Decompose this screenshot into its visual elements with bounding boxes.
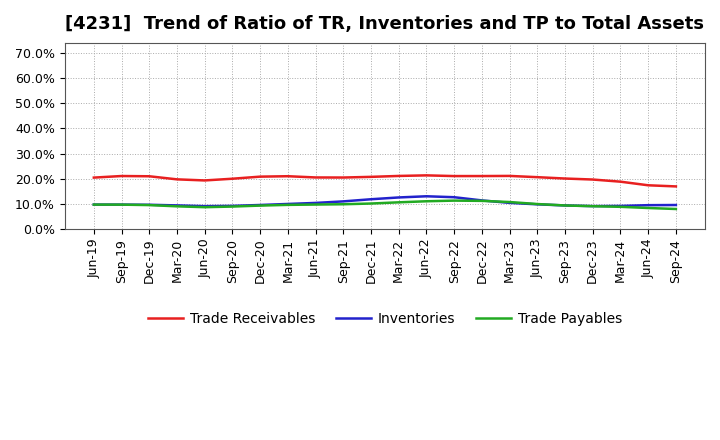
Trade Receivables — [311, 175, 320, 180]
Trade Receivables — [145, 174, 153, 179]
Line: Trade Receivables: Trade Receivables — [94, 176, 676, 187]
Trade Receivables — [644, 183, 652, 188]
Trade Receivables — [117, 173, 126, 179]
Line: Trade Payables: Trade Payables — [94, 201, 676, 209]
Inventories — [477, 198, 486, 203]
Inventories — [284, 202, 292, 207]
Trade Receivables — [505, 173, 514, 179]
Trade Receivables — [339, 175, 348, 180]
Title: [4231]  Trend of Ratio of TR, Inventories and TP to Total Assets: [4231] Trend of Ratio of TR, Inventories… — [66, 15, 704, 33]
Trade Receivables — [284, 173, 292, 179]
Trade Payables — [173, 204, 181, 209]
Trade Payables — [228, 204, 237, 209]
Inventories — [644, 202, 652, 208]
Trade Receivables — [89, 175, 98, 180]
Trade Receivables — [450, 173, 459, 179]
Inventories — [256, 202, 264, 208]
Inventories — [450, 194, 459, 200]
Trade Receivables — [395, 173, 403, 179]
Inventories — [672, 202, 680, 208]
Inventories — [173, 203, 181, 208]
Trade Payables — [588, 204, 597, 209]
Trade Payables — [422, 198, 431, 204]
Trade Payables — [477, 198, 486, 204]
Trade Payables — [117, 202, 126, 207]
Trade Payables — [672, 206, 680, 212]
Inventories — [228, 203, 237, 209]
Inventories — [616, 203, 625, 209]
Trade Payables — [450, 198, 459, 203]
Legend: Trade Receivables, Inventories, Trade Payables: Trade Receivables, Inventories, Trade Pa… — [143, 307, 627, 332]
Trade Payables — [366, 201, 375, 206]
Trade Receivables — [422, 173, 431, 178]
Line: Inventories: Inventories — [94, 196, 676, 206]
Inventories — [311, 200, 320, 205]
Trade Payables — [533, 202, 541, 207]
Trade Payables — [89, 202, 98, 207]
Trade Payables — [145, 202, 153, 208]
Trade Payables — [284, 202, 292, 208]
Inventories — [422, 194, 431, 199]
Trade Payables — [339, 202, 348, 207]
Trade Receivables — [533, 175, 541, 180]
Trade Receivables — [477, 173, 486, 179]
Trade Receivables — [672, 184, 680, 189]
Trade Receivables — [228, 176, 237, 181]
Trade Payables — [561, 203, 570, 208]
Inventories — [200, 204, 209, 209]
Trade Payables — [200, 205, 209, 210]
Inventories — [561, 203, 570, 208]
Inventories — [533, 202, 541, 207]
Inventories — [505, 200, 514, 205]
Inventories — [89, 202, 98, 207]
Trade Payables — [311, 202, 320, 207]
Inventories — [117, 202, 126, 207]
Trade Receivables — [588, 177, 597, 182]
Trade Payables — [505, 199, 514, 205]
Trade Payables — [395, 200, 403, 205]
Trade Receivables — [200, 178, 209, 183]
Trade Receivables — [561, 176, 570, 181]
Inventories — [339, 199, 348, 204]
Inventories — [145, 202, 153, 207]
Inventories — [588, 203, 597, 209]
Trade Receivables — [256, 174, 264, 179]
Trade Payables — [644, 205, 652, 211]
Trade Payables — [616, 204, 625, 209]
Inventories — [395, 195, 403, 200]
Trade Receivables — [366, 174, 375, 180]
Trade Receivables — [173, 177, 181, 182]
Inventories — [366, 197, 375, 202]
Trade Payables — [256, 203, 264, 208]
Trade Receivables — [616, 179, 625, 184]
